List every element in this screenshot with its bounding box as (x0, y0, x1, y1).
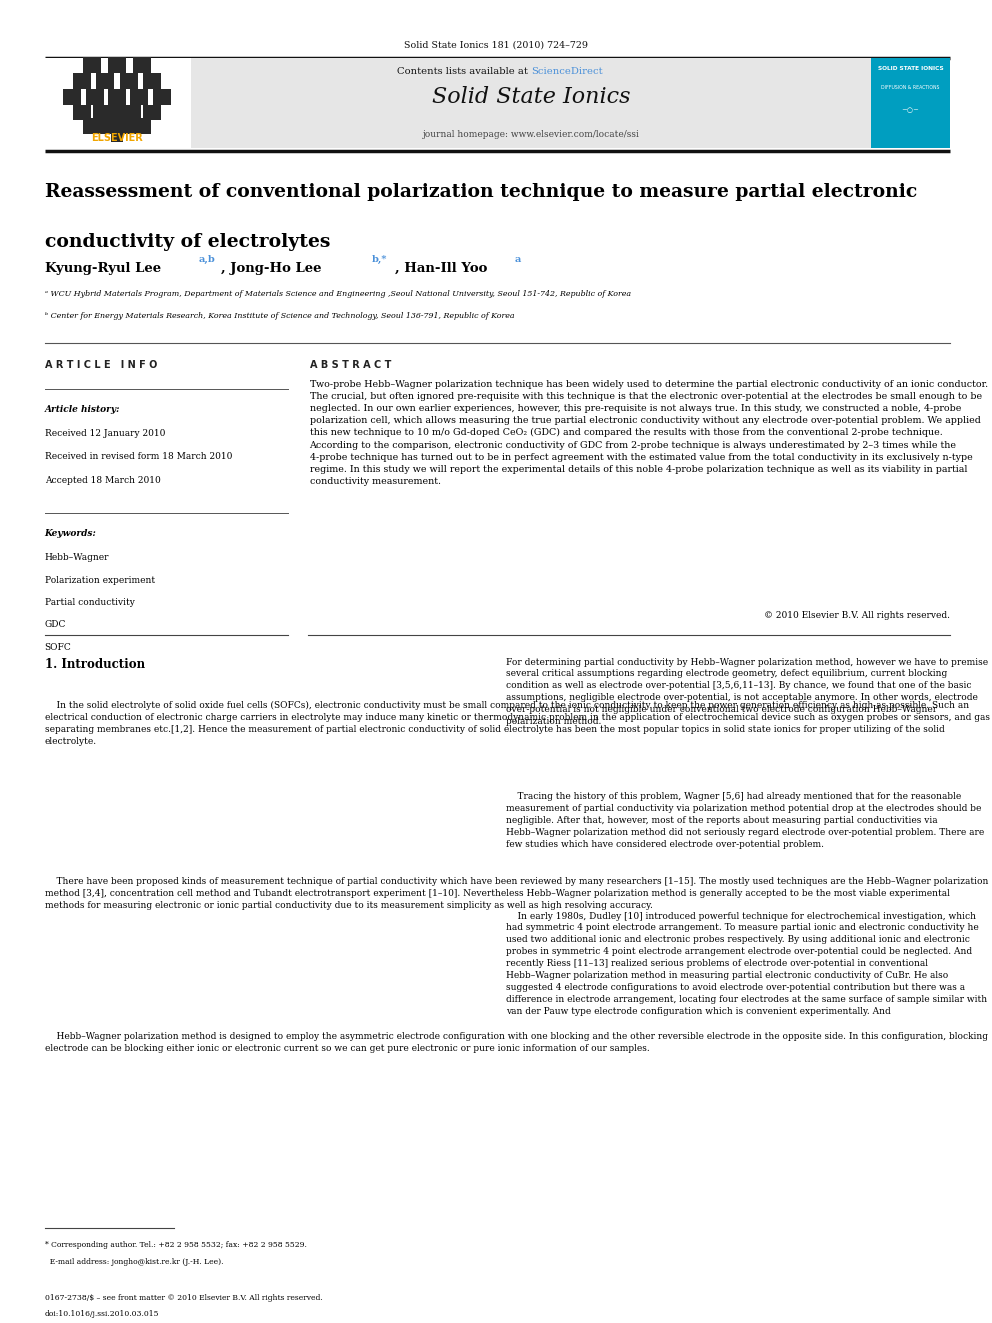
Bar (133, 118, 151, 134)
Text: a: a (515, 255, 521, 265)
Text: Solid State Ionics: Solid State Ionics (432, 86, 631, 107)
Bar (191, 58, 871, 148)
Bar (93, 105, 111, 120)
Bar (120, 73, 138, 89)
Text: E-mail address: jongho@kist.re.kr (J.-H. Lee).: E-mail address: jongho@kist.re.kr (J.-H.… (45, 1258, 223, 1266)
Text: , Han-Ill Yoo: , Han-Ill Yoo (395, 262, 487, 275)
Bar (871, 58, 950, 148)
Text: A B S T R A C T: A B S T R A C T (310, 360, 391, 370)
Bar (133, 57, 151, 73)
Text: Tracing the history of this problem, Wagner [5,6] had already mentioned that for: Tracing the history of this problem, Wag… (506, 792, 984, 849)
Bar (63, 89, 81, 105)
Text: © 2010 Elsevier B.V. All rights reserved.: © 2010 Elsevier B.V. All rights reserved… (764, 611, 950, 620)
Text: Received in revised form 18 March 2010: Received in revised form 18 March 2010 (45, 452, 232, 462)
Text: DIFFUSION & REACTIONS: DIFFUSION & REACTIONS (882, 85, 939, 90)
Text: Accepted 18 March 2010: Accepted 18 March 2010 (45, 476, 161, 486)
Text: Article history:: Article history: (45, 405, 120, 414)
Bar (83, 118, 101, 134)
Bar (130, 89, 148, 105)
Text: In the solid electrolyte of solid oxide fuel cells (SOFCs), electronic conductiv: In the solid electrolyte of solid oxide … (45, 701, 990, 746)
Bar (123, 105, 141, 120)
Text: Hebb–Wagner polarization method is designed to employ the asymmetric electrode c: Hebb–Wagner polarization method is desig… (45, 1032, 988, 1053)
Text: ELSEVIER: ELSEVIER (91, 132, 143, 143)
Text: Hebb–Wagner: Hebb–Wagner (45, 553, 109, 562)
Bar (45, 58, 191, 148)
Text: ᵃ WCU Hybrid Materials Program, Department of Materials Science and Engineering : ᵃ WCU Hybrid Materials Program, Departme… (45, 290, 631, 298)
Text: ScienceDirect: ScienceDirect (532, 67, 603, 77)
Text: Reassessment of conventional polarization technique to measure partial electroni: Reassessment of conventional polarizatio… (45, 183, 917, 201)
Text: Polarization experiment: Polarization experiment (45, 576, 155, 585)
Text: ~○~: ~○~ (902, 107, 920, 112)
Text: In early 1980s, Dudley [10] introduced powerful technique for electrochemical in: In early 1980s, Dudley [10] introduced p… (506, 912, 987, 1016)
Text: journal homepage: www.elsevier.com/locate/ssi: journal homepage: www.elsevier.com/locat… (423, 130, 640, 139)
Bar (108, 89, 126, 105)
Bar (118, 118, 136, 134)
Text: Two-probe Hebb–Wagner polarization technique has been widely used to determine t: Two-probe Hebb–Wagner polarization techn… (310, 380, 988, 486)
Bar (73, 73, 91, 89)
Bar (143, 105, 161, 120)
Bar (83, 57, 101, 73)
Text: Partial conductivity: Partial conductivity (45, 598, 135, 607)
Text: SOFC: SOFC (45, 643, 71, 652)
Text: doi:10.1016/j.ssi.2010.03.015: doi:10.1016/j.ssi.2010.03.015 (45, 1310, 159, 1318)
Text: There have been proposed kinds of measurement technique of partial conductivity : There have been proposed kinds of measur… (45, 877, 988, 910)
Text: * Corresponding author. Tel.: +82 2 958 5532; fax: +82 2 958 5529.: * Corresponding author. Tel.: +82 2 958 … (45, 1241, 307, 1249)
Bar (108, 105, 126, 120)
Text: GDC: GDC (45, 620, 66, 630)
Text: a,b: a,b (198, 255, 215, 265)
Text: 0167-2738/$ – see front matter © 2010 Elsevier B.V. All rights reserved.: 0167-2738/$ – see front matter © 2010 El… (45, 1294, 322, 1302)
Bar (73, 105, 91, 120)
Text: , Jong-Ho Lee: , Jong-Ho Lee (221, 262, 321, 275)
Text: Contents lists available at: Contents lists available at (397, 67, 532, 77)
Text: Received 12 January 2010: Received 12 January 2010 (45, 429, 165, 438)
Text: Kyung-Ryul Lee: Kyung-Ryul Lee (45, 262, 161, 275)
Text: For determining partial conductivity by Hebb–Wagner polarization method, however: For determining partial conductivity by … (506, 658, 988, 726)
Bar (111, 118, 123, 142)
Bar (108, 57, 126, 73)
Text: conductivity of electrolytes: conductivity of electrolytes (45, 233, 330, 251)
Text: 1. Introduction: 1. Introduction (45, 658, 145, 671)
Bar (86, 89, 104, 105)
Text: Keywords:: Keywords: (45, 529, 96, 538)
Bar (96, 73, 114, 89)
Text: b,*: b,* (372, 255, 387, 265)
Text: ᵇ Center for Energy Materials Research, Korea Institute of Science and Technolog: ᵇ Center for Energy Materials Research, … (45, 312, 514, 320)
Bar (153, 89, 171, 105)
Text: SOLID STATE IONICS: SOLID STATE IONICS (878, 66, 943, 71)
Bar (98, 118, 116, 134)
Text: Solid State Ionics 181 (2010) 724–729: Solid State Ionics 181 (2010) 724–729 (404, 41, 588, 50)
Bar (143, 73, 161, 89)
Text: A R T I C L E   I N F O: A R T I C L E I N F O (45, 360, 157, 370)
